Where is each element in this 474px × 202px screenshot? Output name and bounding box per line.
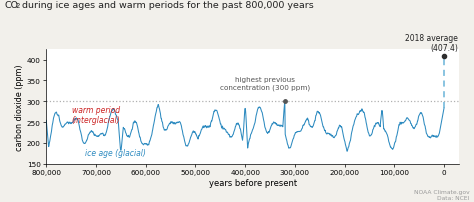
X-axis label: years before present: years before present [209, 178, 297, 187]
Text: NOAA Climate.gov
Data: NCEI: NOAA Climate.gov Data: NCEI [414, 189, 469, 200]
Text: ice age (glacial): ice age (glacial) [85, 149, 146, 158]
Text: highest previous
concentration (300 ppm): highest previous concentration (300 ppm) [220, 77, 310, 90]
Text: warm period
(interglacial): warm period (interglacial) [72, 105, 120, 125]
Y-axis label: carbon dioxide (ppm): carbon dioxide (ppm) [15, 64, 24, 150]
Text: CO: CO [5, 1, 19, 10]
Text: 2: 2 [16, 3, 20, 9]
Text: during ice ages and warm periods for the past 800,000 years: during ice ages and warm periods for the… [19, 1, 314, 10]
Text: 2018 average
(407.4): 2018 average (407.4) [405, 34, 458, 53]
